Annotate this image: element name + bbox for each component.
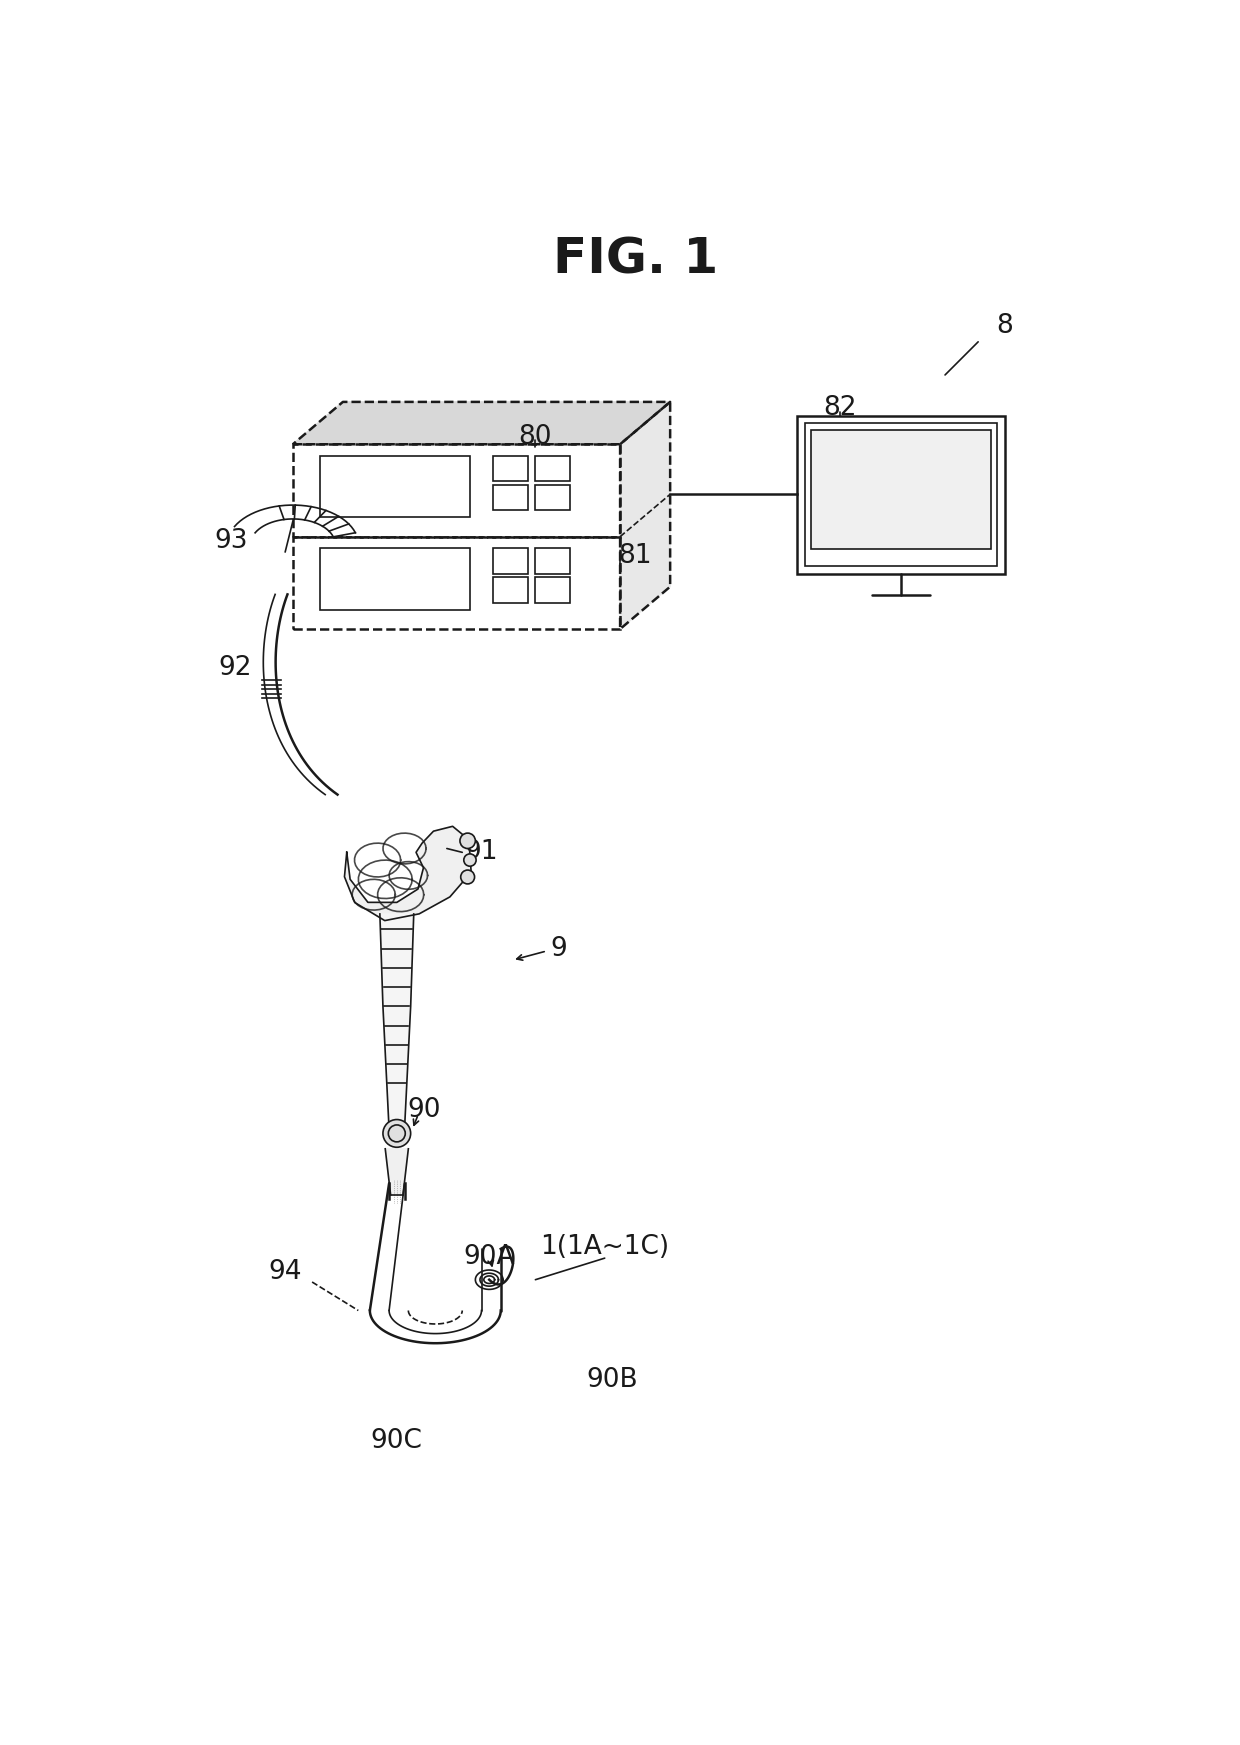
Text: 9: 9 <box>551 935 567 961</box>
Bar <box>536 455 570 482</box>
Polygon shape <box>620 401 670 628</box>
Text: FIG. 1: FIG. 1 <box>553 236 718 283</box>
Circle shape <box>464 853 476 866</box>
Bar <box>536 485 570 511</box>
Text: 82: 82 <box>823 394 857 421</box>
Bar <box>811 429 991 550</box>
Text: 92: 92 <box>218 654 252 681</box>
Text: 81: 81 <box>619 543 652 569</box>
Bar <box>805 424 997 565</box>
Bar <box>320 548 470 609</box>
Bar <box>320 455 470 518</box>
Bar <box>494 455 528 482</box>
Bar <box>494 578 528 602</box>
Circle shape <box>383 1120 410 1146</box>
Bar <box>494 548 528 574</box>
Bar <box>797 415 1006 574</box>
Bar <box>293 537 620 628</box>
Text: 90B: 90B <box>587 1366 639 1393</box>
Circle shape <box>461 871 475 885</box>
Bar <box>293 445 620 537</box>
Text: 1(1A~1C): 1(1A~1C) <box>541 1234 670 1260</box>
Text: 80: 80 <box>518 424 552 450</box>
Polygon shape <box>386 1148 408 1195</box>
Bar <box>494 485 528 511</box>
Text: 90C: 90C <box>371 1429 423 1454</box>
Text: 90A: 90A <box>464 1244 515 1270</box>
Polygon shape <box>293 401 670 445</box>
Text: 93: 93 <box>215 527 248 553</box>
Bar <box>536 578 570 602</box>
Text: 90: 90 <box>407 1098 440 1124</box>
Polygon shape <box>345 827 471 921</box>
Circle shape <box>460 832 475 848</box>
Text: 94: 94 <box>268 1258 301 1284</box>
Text: 91: 91 <box>465 839 498 866</box>
Polygon shape <box>379 914 414 1129</box>
Bar <box>536 548 570 574</box>
Text: 8: 8 <box>997 314 1013 340</box>
